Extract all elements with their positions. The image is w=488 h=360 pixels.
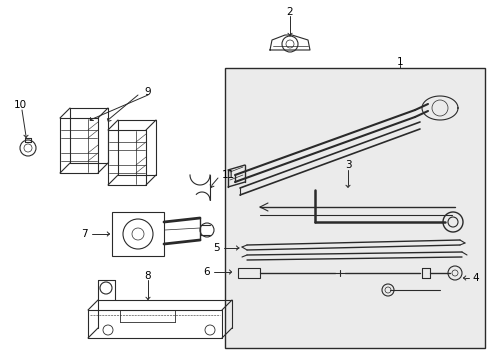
Text: 1: 1	[396, 57, 403, 67]
Bar	[238, 268, 260, 278]
Text: 9: 9	[144, 87, 151, 97]
Text: 10: 10	[13, 100, 26, 110]
Text: 6: 6	[203, 267, 209, 277]
Bar	[112, 212, 163, 256]
Text: 4: 4	[471, 273, 478, 283]
Text: 2: 2	[286, 7, 293, 17]
Text: 5: 5	[213, 243, 220, 253]
Text: 7: 7	[81, 229, 88, 239]
Bar	[224, 68, 484, 348]
Text: 3: 3	[344, 160, 350, 170]
Text: 8: 8	[144, 271, 151, 281]
Text: 11: 11	[222, 170, 235, 180]
